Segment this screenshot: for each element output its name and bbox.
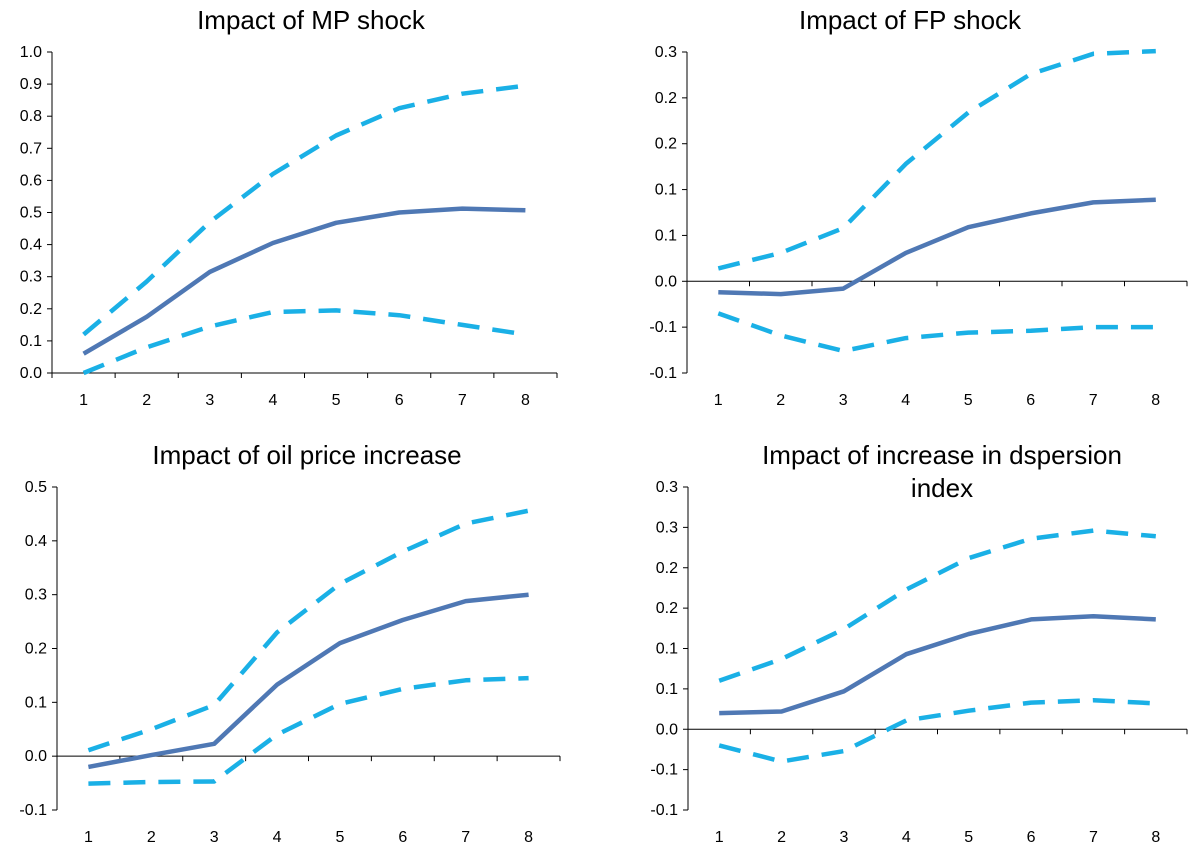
panel-mp-shock: Impact of MP shock 1.0 0.9 0.8 0.7 0.6 0.5 0.4 0… xyxy=(20,5,558,409)
chart-title: Impact of increase in dspersion xyxy=(762,440,1122,470)
x-tick-label: 5 xyxy=(964,829,973,846)
y-tick-label: 0.1 xyxy=(25,694,47,711)
y-tick-label: 0.2 xyxy=(655,90,677,107)
y-tick-label: 0.1 xyxy=(655,227,677,244)
series-line-confidence-band xyxy=(718,697,1156,764)
y-tick-label: 0.2 xyxy=(656,600,678,617)
x-tick-label: 4 xyxy=(268,392,277,409)
x-tick-label: 3 xyxy=(839,392,848,409)
y-tick-label: 1.0 xyxy=(20,44,42,61)
x-tick-label: 5 xyxy=(964,392,973,409)
y-tick-label: 0.0 xyxy=(655,273,677,290)
x-tick-label: 6 xyxy=(395,392,404,409)
x-tick-label: 8 xyxy=(524,829,533,846)
series-line-confidence-band xyxy=(82,83,526,337)
y-tick-label: 0.1 xyxy=(20,333,42,350)
x-tick-label: 3 xyxy=(205,392,214,409)
x-tick-label: 1 xyxy=(714,392,723,409)
chart-title: Impact of FP shock xyxy=(799,5,1022,35)
x-tick-label: 5 xyxy=(335,829,344,846)
y-tick-label: 0.1 xyxy=(656,681,678,698)
y-tick-label: 0.1 xyxy=(655,182,677,199)
y-tick-label: 0.2 xyxy=(25,641,47,658)
y-tick-label: 0.2 xyxy=(655,136,677,153)
series-line-confidence-band xyxy=(82,308,526,376)
x-tick-label: 1 xyxy=(715,829,724,846)
y-tick-label: -0.1 xyxy=(650,762,678,779)
y-tick-label: 0.3 xyxy=(656,519,678,536)
x-tick-label: 2 xyxy=(777,829,786,846)
y-tick-label: 0.3 xyxy=(25,587,47,604)
x-tick-label: 2 xyxy=(142,392,151,409)
series-line-confidence-band xyxy=(88,675,529,786)
y-tick-label: 0.6 xyxy=(20,172,42,189)
y-tick-label: 0.2 xyxy=(656,560,678,577)
series-line-confidence-band xyxy=(87,508,530,753)
y-tick-label: -0.1 xyxy=(649,365,677,382)
x-tick-label: 3 xyxy=(210,829,219,846)
x-tick-label: 1 xyxy=(84,829,93,846)
series-line-estimate xyxy=(718,197,1156,297)
x-tick-label: 2 xyxy=(147,829,156,846)
series-line-confidence-band xyxy=(717,48,1156,271)
x-tick-label: 8 xyxy=(1151,829,1160,846)
x-tick-label: 6 xyxy=(1026,392,1035,409)
x-tick-label: 4 xyxy=(273,829,282,846)
series-line-estimate xyxy=(82,206,526,356)
y-tick-label: -0.1 xyxy=(650,802,678,819)
x-tick-label: 5 xyxy=(332,392,341,409)
y-tick-label: 0.4 xyxy=(25,533,47,550)
panel-oil-price-increase: Impact of oil price increase 0.5 0.4 0.3 0.2… xyxy=(19,440,561,846)
y-tick-label: 0.8 xyxy=(20,108,42,125)
panel-fp-shock: Impact of FP shock 0.3 0.2 0.2 0.1 0.1 0.0 -0.1… xyxy=(649,5,1188,409)
y-tick-label: 0.3 xyxy=(655,44,677,61)
y-tick-label: 0.9 xyxy=(20,76,42,93)
series-line-confidence-band xyxy=(718,528,1157,683)
x-tick-label: 8 xyxy=(521,392,530,409)
series-line-estimate xyxy=(87,592,529,770)
y-tick-label: 0.3 xyxy=(20,269,42,286)
y-tick-label: 0.5 xyxy=(25,479,47,496)
x-tick-label: 8 xyxy=(1151,392,1160,409)
x-tick-label: 7 xyxy=(461,829,470,846)
x-tick-label: 2 xyxy=(776,392,785,409)
chart-title: Impact of MP shock xyxy=(197,5,426,35)
y-tick-label: 0.3 xyxy=(656,479,678,496)
y-tick-label: 0.7 xyxy=(20,140,42,157)
x-tick-label: 7 xyxy=(1089,829,1098,846)
y-tick-label: 0.0 xyxy=(656,721,678,738)
y-tick-label: 0.5 xyxy=(20,205,42,222)
chart-title: Impact of oil price increase xyxy=(152,440,461,470)
y-tick-label: 0.0 xyxy=(25,748,47,765)
chart-title: index xyxy=(911,473,973,503)
y-tick-label: 0.0 xyxy=(20,365,42,382)
series-line-estimate xyxy=(719,613,1156,716)
x-tick-label: 6 xyxy=(1027,829,1036,846)
y-tick-label: -0.1 xyxy=(19,802,47,819)
y-tick-label: 0.4 xyxy=(20,237,42,254)
x-tick-label: 7 xyxy=(1089,392,1098,409)
y-tick-label: -0.1 xyxy=(649,319,677,336)
x-tick-label: 6 xyxy=(398,829,407,846)
series-line-confidence-band xyxy=(717,311,1156,354)
y-tick-label: 0.1 xyxy=(656,641,678,658)
x-tick-label: 4 xyxy=(902,829,911,846)
x-tick-label: 7 xyxy=(458,392,467,409)
x-tick-label: 1 xyxy=(79,392,88,409)
y-tick-label: 0.2 xyxy=(20,301,42,318)
x-tick-label: 3 xyxy=(839,829,848,846)
x-tick-label: 4 xyxy=(901,392,910,409)
